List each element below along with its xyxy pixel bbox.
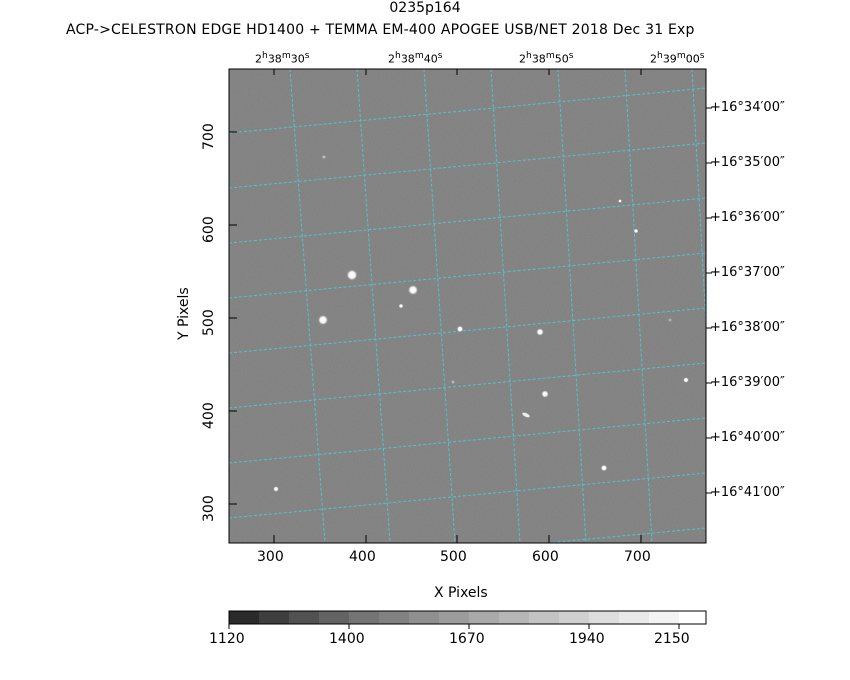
- star: [600, 464, 608, 472]
- dec-label: +16°35′00″: [710, 155, 785, 170]
- dec-label: +16°36′00″: [710, 210, 785, 225]
- colorbar-label: 1400: [329, 631, 365, 647]
- x-axis-title: X Pixels: [434, 585, 488, 601]
- star: [522, 412, 530, 418]
- y-axis-title: Y Pixels: [176, 287, 192, 340]
- y-tick-label: 400: [201, 402, 217, 429]
- x-tick-label: 400: [349, 549, 376, 565]
- x-tick-label: 500: [440, 549, 467, 565]
- colorbar-label: 1120: [209, 631, 245, 647]
- ra-label: 2h38m50s: [519, 50, 574, 66]
- y-tick-label: 700: [201, 123, 217, 150]
- star: [407, 284, 419, 296]
- image-frame: [228, 68, 707, 544]
- colorbar: [228, 610, 707, 629]
- dec-label: +16°37′00″: [710, 265, 785, 280]
- colorbar-label: 2150: [654, 631, 690, 647]
- ra-label: 2h39m00s: [650, 50, 705, 66]
- stars: [273, 155, 689, 492]
- x-tick-label: 700: [624, 549, 651, 565]
- y-tick-label: 500: [201, 309, 217, 336]
- y-tick-label: 300: [201, 495, 217, 522]
- image-subtitle: ACP->CELESTRON EDGE HD1400 + TEMMA EM-40…: [66, 22, 695, 38]
- dec-label: +16°40′00″: [710, 430, 785, 445]
- x-tick-label: 600: [532, 549, 559, 565]
- y-axis-ticks: [229, 107, 712, 505]
- star: [451, 380, 455, 384]
- star: [322, 155, 326, 159]
- y-tick-label: 600: [201, 216, 217, 243]
- star: [536, 328, 544, 336]
- star: [456, 325, 464, 333]
- x-tick-label: 300: [257, 549, 284, 565]
- ra-label: 2h38m30s: [255, 50, 310, 66]
- star: [273, 486, 279, 492]
- star: [618, 199, 622, 203]
- x-axis-ticks: [273, 69, 642, 543]
- star: [668, 318, 672, 322]
- wcs-grid: [229, 69, 706, 543]
- star: [317, 314, 329, 326]
- colorbar-label: 1940: [569, 631, 605, 647]
- star: [398, 303, 404, 309]
- star: [683, 377, 689, 383]
- star: [346, 269, 358, 281]
- star: [633, 228, 639, 234]
- dec-label: +16°41′00″: [710, 485, 785, 500]
- star: [541, 390, 549, 398]
- ra-label: 2h38m40s: [388, 50, 443, 66]
- dec-label: +16°34′00″: [710, 100, 785, 115]
- dec-label: +16°39′00″: [710, 375, 785, 390]
- dec-label: +16°38′00″: [710, 320, 785, 335]
- sky-noise: [229, 69, 706, 543]
- image-title: 0235p164: [389, 0, 461, 16]
- colorbar-label: 1670: [449, 631, 485, 647]
